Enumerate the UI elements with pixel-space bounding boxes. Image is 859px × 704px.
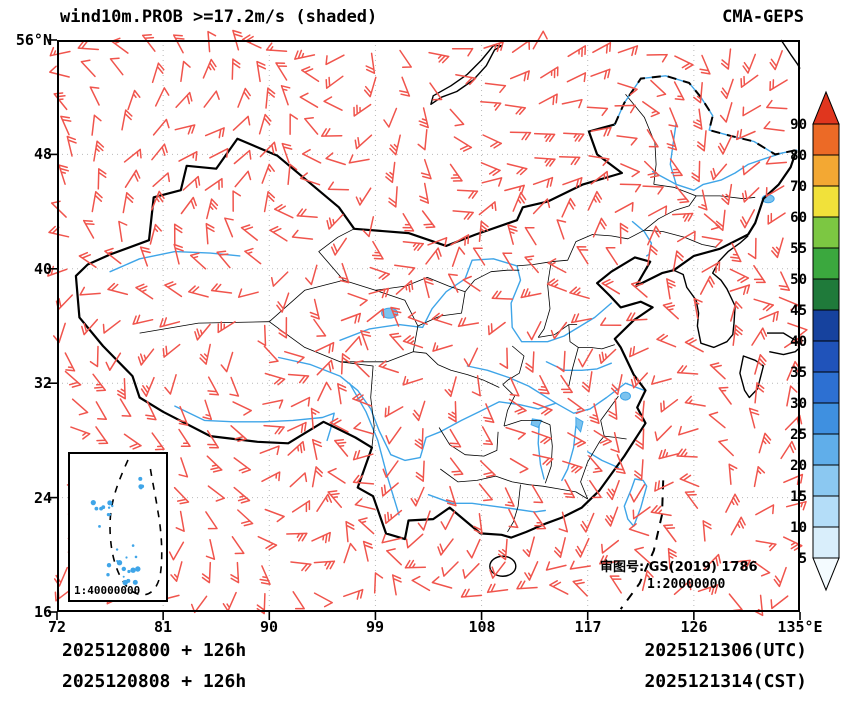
x-tick-label: 135°E (777, 618, 823, 636)
svg-text:25: 25 (790, 427, 807, 443)
svg-text:20: 20 (790, 458, 807, 474)
x-tick-label: 117 (574, 618, 602, 636)
x-tick-label: 126 (680, 618, 708, 636)
svg-text:50: 50 (790, 272, 807, 288)
map-plot-area (47, 29, 808, 620)
svg-text:15: 15 (790, 489, 807, 505)
svg-text:5: 5 (799, 551, 807, 567)
x-tick-label: 72 (47, 618, 67, 636)
svg-text:40: 40 (790, 334, 807, 350)
map-license-number: 审图号: GS(2019) 1786 (600, 560, 758, 575)
probability-colorbar: 5 10 15 20 25 30 35 40 45 50 55 60 70 80 90 (790, 90, 840, 592)
y-tick-label: 32 (33, 374, 52, 392)
model-name-label: CMA-GEPS (722, 7, 804, 27)
run-time-utc: 2025120800 + 126h (62, 640, 247, 661)
x-tick-label: 90 (259, 618, 279, 636)
y-tick-label: 24 (33, 489, 52, 507)
inset-scale-label: 1:40000000 (74, 584, 141, 597)
svg-text:10: 10 (790, 520, 807, 536)
map-scale-label: 1:20000000 (647, 577, 726, 592)
x-tick-label: 108 (468, 618, 496, 636)
x-tick-label: 81 (153, 618, 173, 636)
chart-title: wind10m.PROB >=17.2m/s (shaded) (60, 7, 378, 27)
run-time-cst: 2025120808 + 126h (62, 671, 247, 692)
valid-time-utc: 2025121306(UTC) (644, 640, 807, 661)
national-border-layer (74, 74, 798, 541)
plot-frame (48, 39, 801, 620)
svg-text:80: 80 (790, 148, 807, 164)
svg-text:45: 45 (790, 303, 807, 319)
svg-text:70: 70 (790, 179, 807, 195)
svg-text:60: 60 (790, 210, 807, 226)
svg-text:30: 30 (790, 396, 807, 412)
y-tick-label: 56°N (15, 31, 52, 49)
south-china-sea-inset: 1:40000000 (68, 452, 168, 602)
y-tick-label: 40 (33, 260, 52, 278)
svg-text:35: 35 (790, 365, 807, 381)
inset-map (90, 459, 163, 596)
y-tick-label: 16 (33, 603, 52, 621)
valid-time-cst: 2025121314(CST) (644, 671, 807, 692)
y-tick-label: 48 (33, 145, 52, 163)
svg-text:90: 90 (790, 117, 807, 133)
x-tick-label: 99 (365, 618, 385, 636)
province-borders-layer (139, 94, 756, 533)
map-canvas (47, 29, 808, 620)
svg-text:55: 55 (790, 241, 807, 257)
